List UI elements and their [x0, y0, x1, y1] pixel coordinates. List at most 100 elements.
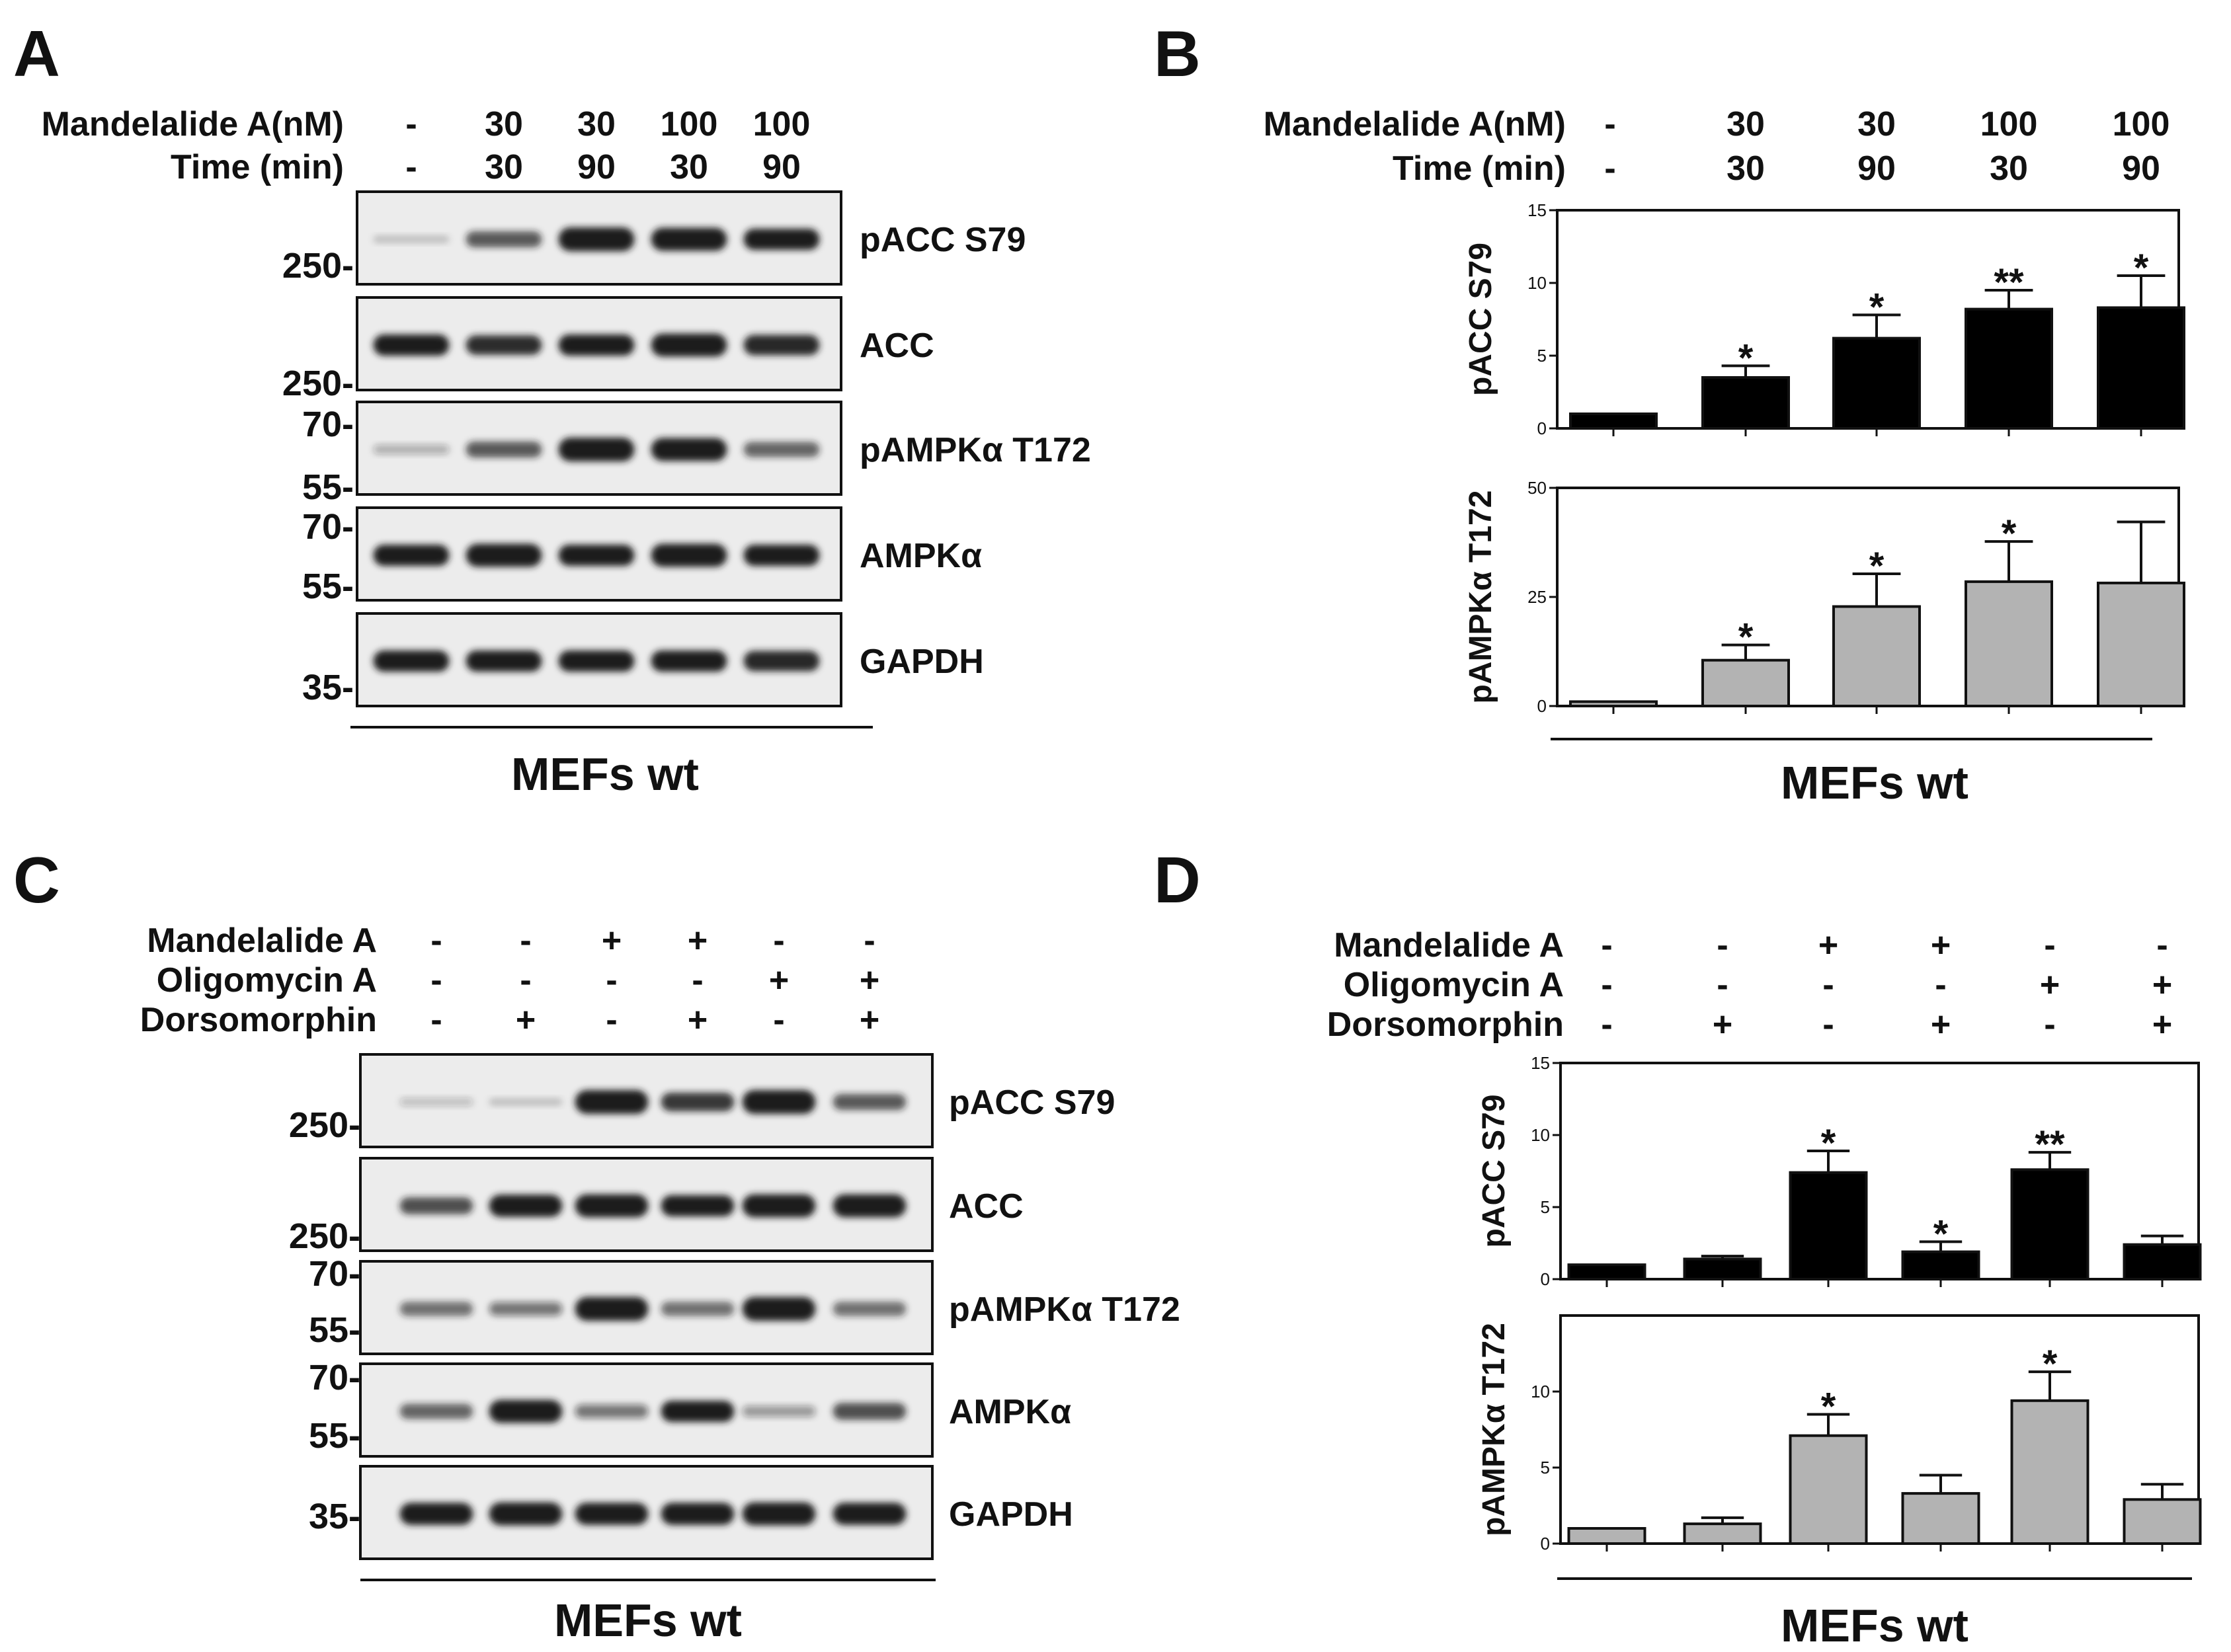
blot-strip-gapdh — [359, 1465, 934, 1560]
condition-value: 30 — [485, 105, 523, 143]
blot-band — [743, 334, 820, 356]
blot-strip-ampk — [359, 1362, 934, 1458]
significance-mark: ** — [1994, 261, 2024, 304]
condition-value: - — [1717, 926, 1728, 964]
blot-band — [575, 1503, 649, 1525]
bar — [2010, 1399, 2089, 1546]
significance-mark: * — [1821, 1122, 1836, 1165]
blot-label: pAMPKα T172 — [949, 1290, 1180, 1329]
condition-value: 90 — [577, 148, 616, 186]
condition-value: - — [520, 961, 531, 1000]
blot-band — [832, 1302, 907, 1316]
y-axis-label: pACC S79 — [1477, 1094, 1512, 1247]
panel-d-conditions: Mandelalide A - - + + - -Oligomycin A - - - - + +Dor… — [1327, 926, 2172, 1044]
blot-band — [832, 1403, 907, 1420]
panel-letter-a: A — [13, 17, 60, 90]
bar — [2097, 581, 2185, 707]
bar — [2123, 1498, 2202, 1546]
bar — [2123, 1243, 2202, 1281]
condition-label: Mandelalide A(nM) — [42, 105, 344, 143]
condition-value: + — [516, 1001, 536, 1039]
bar — [1701, 658, 1790, 708]
significance-mark: * — [1869, 286, 1885, 329]
blot-label: pACC S79 — [860, 221, 1026, 259]
panel-letter-b: B — [1154, 17, 1201, 90]
blot-label: AMPKα — [860, 537, 982, 575]
blot-strip-pampk — [359, 1260, 934, 1355]
bar — [1901, 1492, 1980, 1546]
blot-band — [661, 1302, 735, 1316]
condition-value: + — [860, 1001, 879, 1039]
blot-band — [399, 1097, 473, 1107]
condition-value: - — [520, 922, 531, 960]
panel-a: A Mandelalide A(nM) - 30 30 100 100 Time (min)… — [13, 17, 1091, 800]
panel-a-cell-label: MEFs wt — [511, 748, 699, 800]
condition-value: 30 — [670, 148, 708, 186]
y-tick-label: 5 — [1541, 1458, 1550, 1477]
condition-value: - — [2044, 1005, 2055, 1044]
condition-value: 100 — [1980, 105, 2038, 143]
condition-value: + — [2152, 1005, 2172, 1044]
panel-b-pampk-chart: 0 25 50 pAMPKα T172 * * * — [1463, 478, 2185, 716]
y-axis-label: pAMPKα T172 — [1477, 1323, 1512, 1536]
significance-mark: * — [1869, 545, 1885, 588]
y-tick-label: 10 — [1531, 1382, 1550, 1401]
blot-label: pACC S79 — [949, 1083, 1115, 1122]
blot-band — [373, 334, 450, 356]
condition-value: 100 — [753, 105, 811, 143]
condition-value: - — [692, 961, 703, 1000]
blot-strip-pacc — [356, 190, 842, 286]
condition-value: - — [2156, 926, 2168, 964]
panel-letter-d: D — [1154, 844, 1201, 916]
blot-band — [661, 1400, 735, 1423]
mw-marker: 55- — [309, 1310, 360, 1350]
blot-strip-gapdh — [356, 612, 842, 707]
bar — [1965, 307, 2053, 430]
significance-mark: * — [1933, 1212, 1949, 1255]
blot-band — [743, 228, 820, 251]
blot-band — [651, 333, 727, 357]
blot-band — [558, 650, 635, 672]
blot-strip-ampk — [356, 506, 842, 602]
blot-band — [661, 1195, 735, 1217]
condition-value: 30 — [1726, 105, 1765, 143]
panel-d: D Mandelalide A - - + + - -Oligomycin A - - - - + +D… — [1154, 844, 2202, 1651]
condition-value: - — [606, 961, 617, 1000]
blot-band — [489, 1302, 563, 1316]
blot-band — [466, 650, 542, 672]
condition-value: - — [1717, 966, 1728, 1004]
panel-c-cell-label: MEFs wt — [554, 1594, 742, 1646]
panel-b-cell-label: MEFs wt — [1781, 757, 1968, 808]
condition-label: Dorsomorphin — [1327, 1005, 1564, 1044]
blot-band — [466, 231, 542, 248]
significance-mark: * — [1821, 1386, 1836, 1429]
blot-band — [742, 1194, 816, 1218]
condition-value: + — [1931, 1005, 1951, 1044]
mw-marker: 70- — [302, 507, 354, 547]
condition-label: Dorsomorphin — [140, 1001, 377, 1039]
y-tick-label: 0 — [1537, 696, 1547, 716]
significance-mark: * — [1738, 336, 1754, 379]
condition-value: - — [1601, 966, 1612, 1004]
condition-label: Mandelalide A — [1334, 926, 1564, 964]
blot-band — [651, 227, 727, 251]
blot-strip-acc — [359, 1157, 934, 1252]
condition-value: + — [769, 961, 789, 1000]
condition-value: + — [1818, 926, 1838, 964]
blot-band — [466, 335, 542, 355]
mw-marker: 250- — [289, 1105, 360, 1145]
condition-value: - — [405, 105, 417, 143]
condition-value: - — [430, 922, 442, 960]
condition-value: + — [2040, 966, 2060, 1004]
blot-band — [742, 1502, 816, 1526]
blot-band — [651, 438, 727, 461]
mw-marker: 250- — [289, 1216, 360, 1256]
condition-value: - — [430, 961, 442, 1000]
mw-marker: 70- — [302, 405, 354, 444]
blot-strip-pampk — [356, 401, 842, 496]
blot-band — [558, 544, 635, 567]
bar — [1683, 1522, 1762, 1546]
